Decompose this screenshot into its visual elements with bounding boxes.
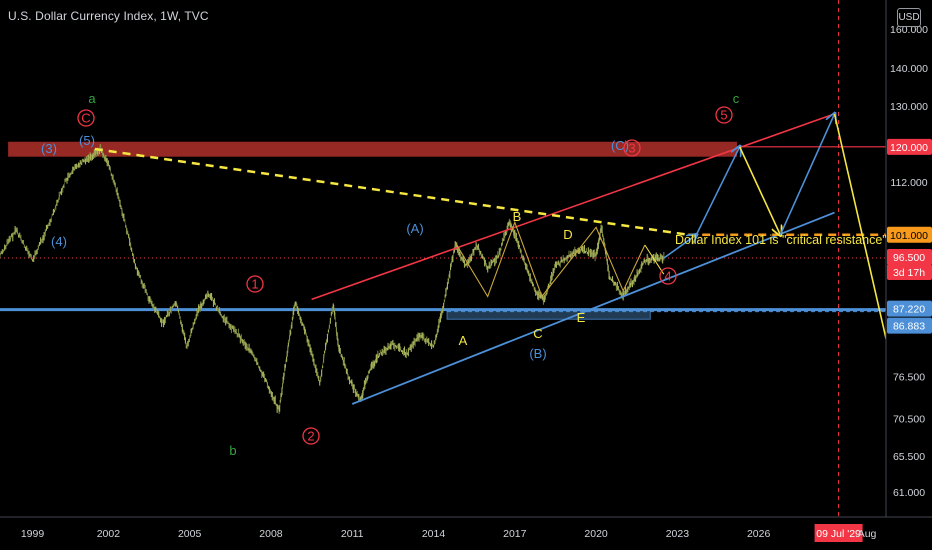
wave-label-D: D	[563, 227, 572, 242]
wave-label-E: E	[577, 310, 586, 325]
wave-label-circle-1-circle	[246, 275, 264, 293]
price-line	[0, 148, 664, 413]
wave-label-a: a	[88, 91, 96, 106]
projection-up-1	[663, 235, 697, 259]
price-badge-label: 86.883	[893, 321, 925, 333]
price-badge-bg	[887, 249, 932, 266]
price-badge-bg	[887, 264, 932, 281]
x-tick-2026: 2026	[747, 528, 771, 540]
wave-label-circle-5: 5	[715, 106, 733, 124]
wave-label-A-paren: (A)	[406, 221, 423, 236]
resistance-zone	[8, 141, 737, 157]
y-tick-140-000: 140.000	[890, 63, 928, 75]
wave-label-circle-5-circle	[715, 106, 733, 124]
x-tick-2002: 2002	[97, 528, 121, 540]
price-bars	[0, 144, 665, 414]
wave-label-red-C-text: C	[81, 111, 90, 126]
y-tick-112-000: 112.000	[890, 177, 927, 189]
wave-label-circle-2-circle	[302, 427, 320, 445]
price-badge-bg	[887, 138, 932, 155]
wave-label-5: (5)	[79, 133, 95, 148]
price-badge-label: 101.000	[890, 230, 928, 242]
upper-channel-line	[311, 113, 835, 301]
wave-label-red-C-circle	[77, 109, 95, 127]
price-badge-bg	[887, 226, 932, 243]
wave-e-leg	[644, 244, 665, 275]
chart-title: U.S. Dollar Currency Index, 1W, TVC	[8, 9, 209, 23]
wave-label-B-paren: (B)	[529, 346, 546, 361]
price-badge-label: 87.220	[893, 304, 925, 316]
wave-label-C-paren: (C)	[611, 138, 629, 153]
y-tick-61-000: 61.000	[893, 487, 925, 499]
wave-label-circle-4-text: 4	[664, 269, 671, 284]
x-tick-2020: 2020	[584, 528, 608, 540]
wave-label-C: C	[533, 326, 542, 341]
y-tick-65-500: 65.500	[893, 451, 925, 463]
wave-label-circle-2-text: 2	[307, 429, 314, 444]
wave-label-circle-3-circle	[623, 139, 641, 157]
wave-label-b: b	[229, 443, 236, 458]
price-badge-bg	[887, 300, 932, 317]
wave-label-circle-5-text: 5	[720, 108, 727, 123]
wave-abcde-path	[454, 220, 646, 298]
y-tick-76-500: 76.500	[893, 372, 925, 384]
currency-badge[interactable]: USD	[897, 8, 921, 27]
projection-up-2	[695, 147, 739, 236]
wave-label-A: A	[459, 333, 468, 348]
x-tick-2005: 2005	[178, 528, 202, 540]
x-tick-1999: 1999	[21, 528, 45, 540]
wave-label-circle-3: 3	[623, 139, 641, 157]
price-badge-label: 3d 17h	[893, 267, 925, 279]
price-badge-label: 96.500	[893, 252, 925, 264]
x-tick-Aug: Aug	[858, 528, 877, 540]
projection-down-1	[738, 146, 781, 235]
wave-label-B: B	[513, 209, 522, 224]
wave-label-3: (3)	[41, 141, 57, 156]
price-badge-bg	[887, 317, 932, 334]
wave-label-circle-4: 4	[659, 267, 677, 285]
descending-dashed-line	[94, 147, 689, 237]
time-axis-bg	[0, 517, 932, 550]
y-tick-130-000: 130.000	[890, 101, 928, 113]
wave-label-circle-1-text: 1	[251, 277, 258, 292]
note-critical-resistance: Dollar Index 101 is "critical resistance…	[675, 233, 887, 247]
x-tick-2008: 2008	[259, 528, 283, 540]
wave-label-circle-1: 1	[246, 275, 264, 293]
x-tick-2014: 2014	[422, 528, 446, 540]
wave-label-red-C: C	[77, 109, 95, 127]
wave-label-c: c	[733, 91, 740, 106]
y-tick-70-500: 70.500	[893, 413, 925, 425]
x-tick-2023: 2023	[666, 528, 690, 540]
wave-label-circle-4-circle	[659, 267, 677, 285]
wave-label-circle-2: 2	[302, 427, 320, 445]
projection-up-3	[779, 114, 834, 236]
date-badge-bg	[814, 524, 863, 542]
x-tick-2017: 2017	[503, 528, 527, 540]
price-badge-label: 120.000	[890, 142, 928, 154]
lower-channel-line	[351, 211, 835, 405]
x-tick-date: 09 Jul '29	[816, 528, 861, 540]
wave-label-circle-3-text: 3	[628, 141, 635, 156]
y-tick-top: 160.000	[890, 24, 928, 36]
wave-label-4: (4)	[51, 234, 67, 249]
x-tick-2011: 2011	[341, 528, 364, 540]
